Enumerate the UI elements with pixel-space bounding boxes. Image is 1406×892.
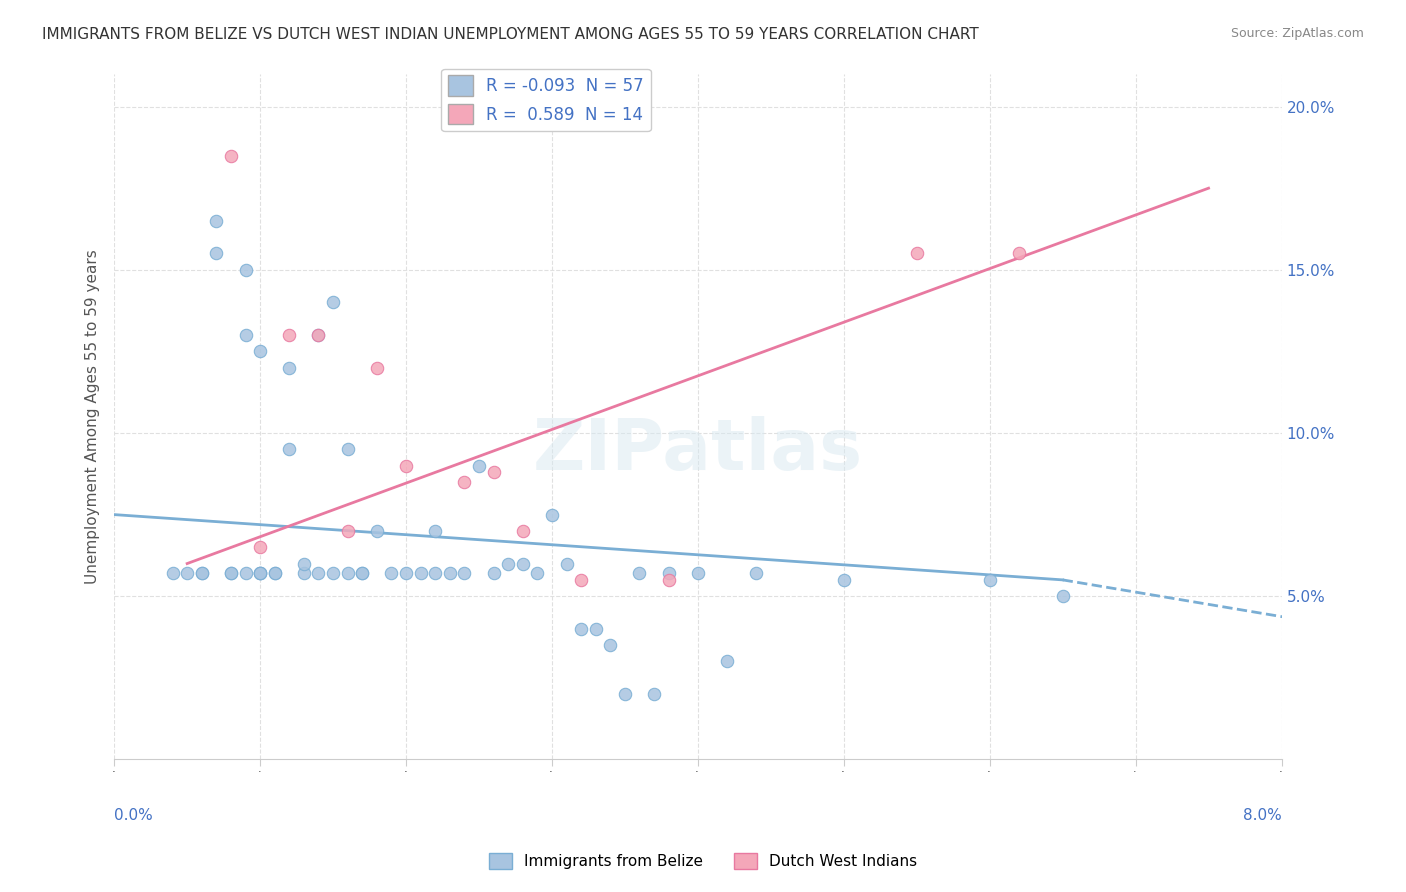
Point — [979, 573, 1001, 587]
Point — [541, 508, 564, 522]
Point — [278, 360, 301, 375]
Point — [380, 566, 402, 581]
Point — [249, 566, 271, 581]
Point — [395, 566, 418, 581]
Point — [352, 566, 374, 581]
Point — [832, 573, 855, 587]
Point — [308, 566, 330, 581]
Point — [219, 566, 242, 581]
Point — [686, 566, 709, 581]
Point — [628, 566, 651, 581]
Point — [482, 465, 505, 479]
Point — [292, 557, 315, 571]
Point — [219, 566, 242, 581]
Point — [308, 328, 330, 343]
Point — [249, 344, 271, 359]
Point — [585, 622, 607, 636]
Point — [658, 566, 681, 581]
Point — [263, 566, 285, 581]
Point — [263, 566, 285, 581]
Point — [716, 655, 738, 669]
Point — [249, 541, 271, 555]
Point — [613, 687, 636, 701]
Point — [278, 442, 301, 457]
Point — [366, 524, 388, 538]
Point — [190, 566, 212, 581]
Point — [658, 573, 681, 587]
Point — [235, 566, 257, 581]
Point — [453, 566, 475, 581]
Point — [569, 573, 592, 587]
Text: 0.0%: 0.0% — [114, 808, 153, 823]
Point — [366, 360, 388, 375]
Point — [453, 475, 475, 489]
Point — [1008, 246, 1031, 260]
Point — [190, 566, 212, 581]
Point — [512, 557, 534, 571]
Point — [205, 214, 228, 228]
Point — [336, 524, 359, 538]
Point — [235, 328, 257, 343]
Point — [425, 566, 447, 581]
Point — [409, 566, 432, 581]
Point — [512, 524, 534, 538]
Point — [205, 246, 228, 260]
Point — [322, 295, 344, 310]
Point — [599, 638, 621, 652]
Point — [176, 566, 198, 581]
Point — [496, 557, 519, 571]
Point — [569, 622, 592, 636]
Point — [905, 246, 928, 260]
Point — [468, 458, 491, 473]
Point — [395, 458, 418, 473]
Text: ZIPatlas: ZIPatlas — [533, 417, 863, 485]
Point — [482, 566, 505, 581]
Point — [352, 566, 374, 581]
Point — [336, 442, 359, 457]
Point — [643, 687, 665, 701]
Point — [322, 566, 344, 581]
Point — [526, 566, 548, 581]
Text: Source: ZipAtlas.com: Source: ZipAtlas.com — [1230, 27, 1364, 40]
Point — [249, 566, 271, 581]
Point — [1052, 589, 1074, 603]
Point — [292, 566, 315, 581]
Text: 8.0%: 8.0% — [1243, 808, 1281, 823]
Legend: R = -0.093  N = 57, R =  0.589  N = 14: R = -0.093 N = 57, R = 0.589 N = 14 — [441, 69, 651, 131]
Point — [425, 524, 447, 538]
Point — [219, 148, 242, 162]
Point — [439, 566, 461, 581]
Legend: Immigrants from Belize, Dutch West Indians: Immigrants from Belize, Dutch West India… — [482, 847, 924, 875]
Point — [745, 566, 768, 581]
Point — [249, 566, 271, 581]
Point — [278, 328, 301, 343]
Point — [555, 557, 578, 571]
Point — [235, 262, 257, 277]
Point — [308, 328, 330, 343]
Y-axis label: Unemployment Among Ages 55 to 59 years: Unemployment Among Ages 55 to 59 years — [86, 249, 100, 584]
Point — [336, 566, 359, 581]
Point — [162, 566, 184, 581]
Text: IMMIGRANTS FROM BELIZE VS DUTCH WEST INDIAN UNEMPLOYMENT AMONG AGES 55 TO 59 YEA: IMMIGRANTS FROM BELIZE VS DUTCH WEST IND… — [42, 27, 979, 42]
